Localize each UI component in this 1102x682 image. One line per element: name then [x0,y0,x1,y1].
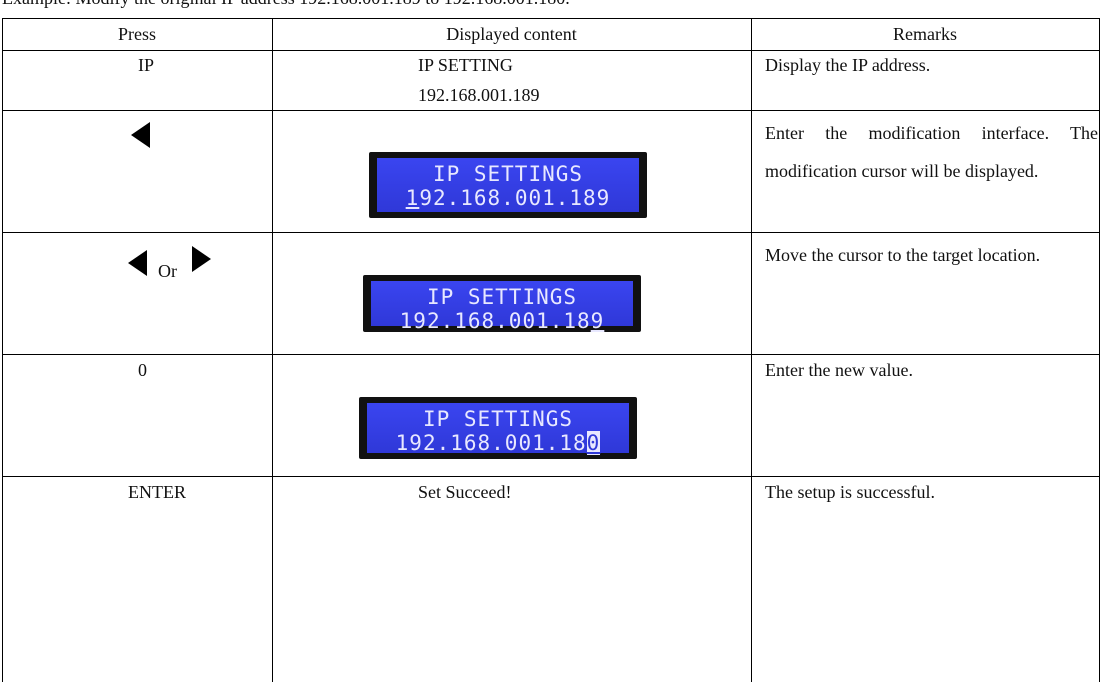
lcd-image: IP SETTINGS 192.168.001.189 [369,152,647,218]
press: IP [138,55,155,75]
lcd-address: 192.168.001.189 [371,309,633,333]
lcd-cursor: 1 [405,186,420,210]
display-line: IP SETTING [418,55,513,75]
lcd-title: IP SETTINGS [426,285,578,309]
display-line: Set Succeed! [418,482,512,502]
header: Press [117,24,156,44]
rule [2,18,3,682]
lcd-screen: IP SETTINGS 192.168.001.189 [377,158,639,212]
lcd-screen: IP SETTINGS 192.168.001.189 [371,281,633,333]
press: 0 [138,360,147,380]
lcd-text: 192.168.001.18 [399,309,591,333]
rule [2,50,1100,51]
left-arrow-icon [128,250,147,276]
press: ENTER [128,482,186,502]
intro: Example: Modify the original IP address … [2,0,570,9]
header: Remarks [893,24,957,44]
lcd-text: 192.168.001.18 [395,431,587,455]
right-arrow-icon [192,246,211,272]
lcd-image: IP SETTINGS 192.168.001.180 [359,397,637,459]
remarks: The setup is successful. [765,482,935,502]
rule [1099,18,1100,682]
rule [2,476,1100,477]
lcd-cursor: 0 [586,431,601,455]
lcd-address: 192.168.001.189 [377,186,639,210]
rule [2,18,1100,19]
remarks: Display the IP address. [765,55,931,75]
lcd-cursor: 9 [590,309,605,333]
display-line: 192.168.001.189 [418,85,540,105]
remarks: Move the cursor to the target location. [765,245,1041,265]
left-arrow-icon [131,122,150,148]
rule [751,18,752,682]
lcd-text: 92.168.001.189 [419,186,611,210]
rule [2,232,1100,233]
remarks: Enter the new value. [765,360,913,380]
lcd-image: IP SETTINGS 192.168.001.189 [363,275,641,333]
header: Displayed content [446,24,577,44]
lcd-title: IP SETTINGS [432,162,584,186]
lcd-title: IP SETTINGS [422,407,574,431]
remarks: Enter the modification interface. The mo… [765,123,1098,181]
lcd-screen: IP SETTINGS 192.168.001.180 [367,403,629,455]
lcd-address: 192.168.001.180 [367,431,629,455]
rule [2,354,1100,355]
rule [2,110,1100,111]
press-or: Or [158,261,177,281]
rule [272,18,273,682]
